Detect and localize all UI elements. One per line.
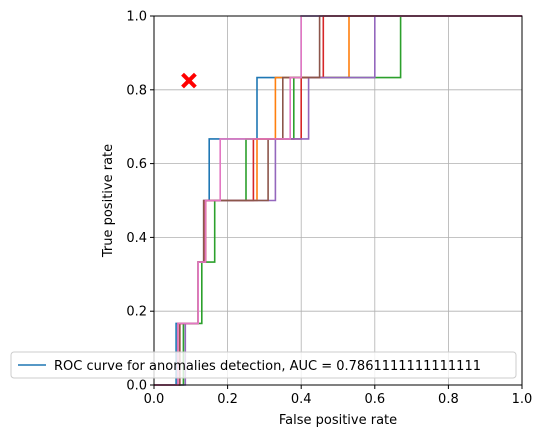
- axis-ticks: 0.0 0.2 0.4 0.6 0.8 1.0 0.0 0.2 0.4 0.6 0.8 1.0: [126, 10, 532, 408]
- x-tick-label-3: 0.6: [364, 392, 385, 407]
- y-tick-label-3: 0.6: [126, 157, 147, 172]
- x-tick-label-1: 0.2: [217, 392, 238, 407]
- x-tick-label-5: 1.0: [512, 392, 533, 407]
- y-tick-label-5: 1.0: [126, 10, 147, 25]
- y-tick-label-2: 0.4: [126, 231, 147, 246]
- legend-label: ROC curve for anomalies detection, AUC =…: [54, 359, 481, 374]
- operating-point-marker: [184, 76, 194, 86]
- roc-curves: [154, 16, 522, 385]
- y-tick-label-4: 0.8: [126, 83, 147, 98]
- x-axis-label: False positive rate: [279, 413, 397, 428]
- y-axis-label: True positive rate: [101, 144, 116, 258]
- x-tick-label-2: 0.4: [291, 392, 312, 407]
- legend: ROC curve for anomalies detection, AUC =…: [11, 352, 516, 378]
- roc-series-6: [154, 16, 522, 385]
- x-tick-label-4: 0.8: [438, 392, 459, 407]
- y-tick-label-1: 0.2: [126, 305, 147, 320]
- y-tick-label-0: 0.0: [126, 379, 147, 394]
- x-tick-label-0: 0.0: [144, 392, 165, 407]
